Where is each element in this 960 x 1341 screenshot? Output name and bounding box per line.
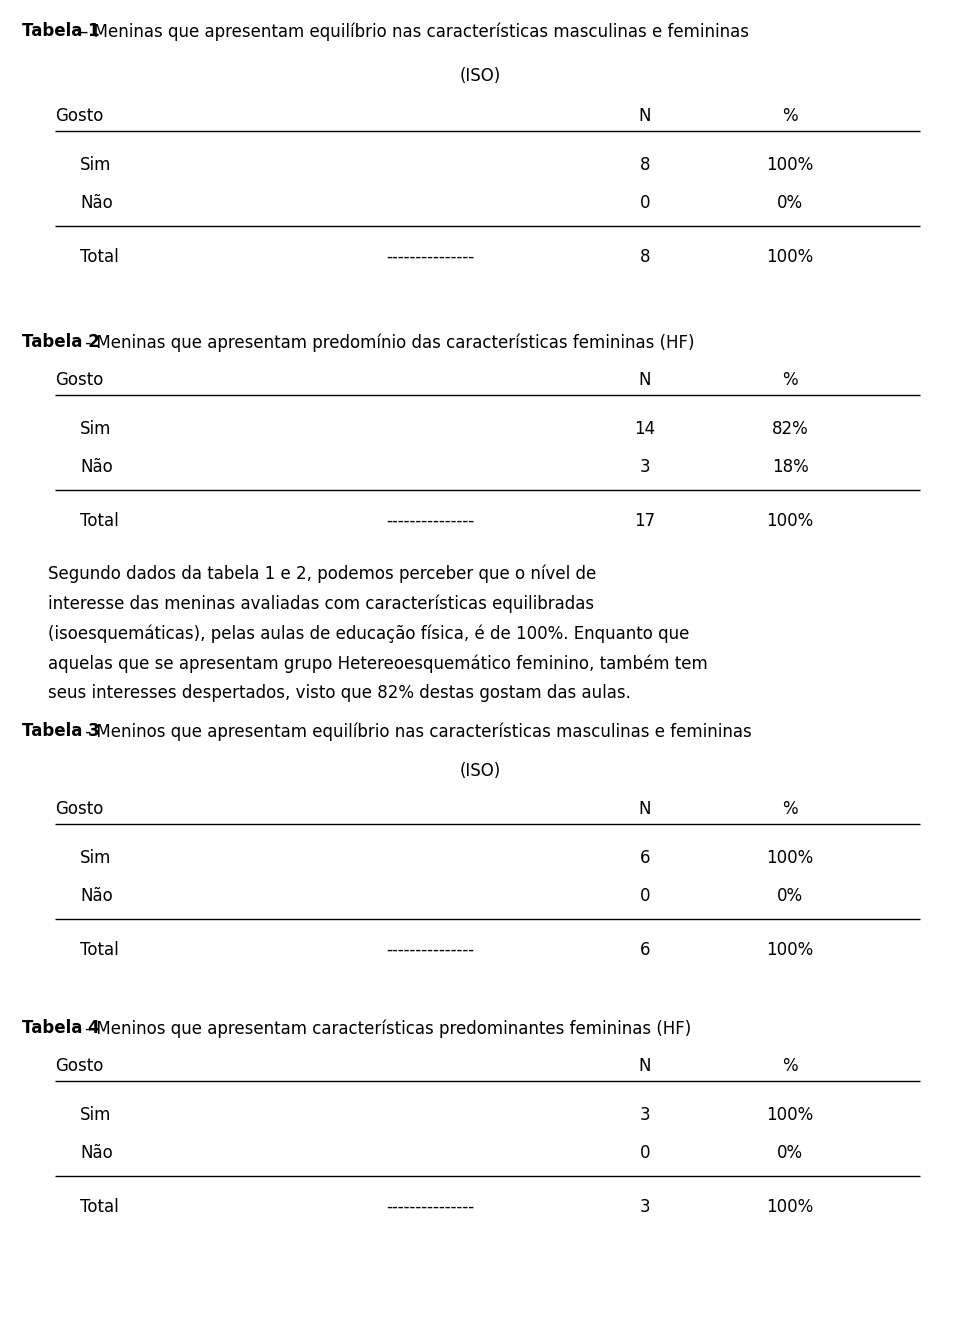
Text: Sim: Sim: [80, 420, 111, 439]
Text: 0: 0: [639, 1144, 650, 1163]
Text: - Meninos que apresentam características predominantes femininas (HF): - Meninos que apresentam características…: [80, 1019, 691, 1038]
Text: N: N: [638, 801, 651, 818]
Text: Total: Total: [80, 512, 119, 530]
Text: 8: 8: [639, 248, 650, 266]
Text: (ISO): (ISO): [460, 762, 500, 780]
Text: - Meninas que apresentam predomínio das características femininas (HF): - Meninas que apresentam predomínio das …: [80, 333, 694, 351]
Text: %: %: [782, 107, 798, 125]
Text: 17: 17: [635, 512, 656, 530]
Text: N: N: [638, 107, 651, 125]
Text: (isoesquemáticas), pelas aulas de educação física, é de 100%. Enquanto que: (isoesquemáticas), pelas aulas de educaç…: [48, 624, 689, 642]
Text: Não: Não: [80, 1144, 112, 1163]
Text: Gosto: Gosto: [55, 1057, 104, 1075]
Text: seus interesses despertados, visto que 82% destas gostam das aulas.: seus interesses despertados, visto que 8…: [48, 684, 631, 701]
Text: N: N: [638, 371, 651, 389]
Text: 100%: 100%: [766, 1198, 814, 1216]
Text: ---------------: ---------------: [386, 248, 474, 266]
Text: Total: Total: [80, 1198, 119, 1216]
Text: 82%: 82%: [772, 420, 808, 439]
Text: 0%: 0%: [777, 194, 804, 212]
Text: 18%: 18%: [772, 459, 808, 476]
Text: Sim: Sim: [80, 849, 111, 868]
Text: 100%: 100%: [766, 512, 814, 530]
Text: Gosto: Gosto: [55, 801, 104, 818]
Text: Gosto: Gosto: [55, 107, 104, 125]
Text: ---------------: ---------------: [386, 1198, 474, 1216]
Text: %: %: [782, 1057, 798, 1075]
Text: Não: Não: [80, 459, 112, 476]
Text: 3: 3: [639, 1198, 650, 1216]
Text: 100%: 100%: [766, 941, 814, 959]
Text: 0%: 0%: [777, 1144, 804, 1163]
Text: 0: 0: [639, 194, 650, 212]
Text: Não: Não: [80, 886, 112, 905]
Text: %: %: [782, 371, 798, 389]
Text: ---------------: ---------------: [386, 941, 474, 959]
Text: - Meninos que apresentam equilíbrio nas características masculinas e femininas: - Meninos que apresentam equilíbrio nas …: [80, 721, 752, 740]
Text: 100%: 100%: [766, 248, 814, 266]
Text: Tabela 1: Tabela 1: [22, 21, 100, 40]
Text: Tabela 4: Tabela 4: [22, 1019, 100, 1037]
Text: 14: 14: [635, 420, 656, 439]
Text: 100%: 100%: [766, 849, 814, 868]
Text: Total: Total: [80, 248, 119, 266]
Text: Tabela 3: Tabela 3: [22, 721, 100, 740]
Text: 6: 6: [639, 849, 650, 868]
Text: Total: Total: [80, 941, 119, 959]
Text: Segundo dados da tabela 1 e 2, podemos perceber que o nível de: Segundo dados da tabela 1 e 2, podemos p…: [48, 565, 596, 582]
Text: – Meninas que apresentam equilíbrio nas características masculinas e femininas: – Meninas que apresentam equilíbrio nas …: [80, 21, 749, 40]
Text: 3: 3: [639, 459, 650, 476]
Text: 100%: 100%: [766, 156, 814, 174]
Text: 3: 3: [639, 1106, 650, 1124]
Text: ---------------: ---------------: [386, 512, 474, 530]
Text: %: %: [782, 801, 798, 818]
Text: 100%: 100%: [766, 1106, 814, 1124]
Text: Sim: Sim: [80, 1106, 111, 1124]
Text: 0%: 0%: [777, 886, 804, 905]
Text: 0: 0: [639, 886, 650, 905]
Text: (ISO): (ISO): [460, 67, 500, 84]
Text: interesse das meninas avaliadas com características equilibradas: interesse das meninas avaliadas com cara…: [48, 594, 594, 613]
Text: Sim: Sim: [80, 156, 111, 174]
Text: N: N: [638, 1057, 651, 1075]
Text: Não: Não: [80, 194, 112, 212]
Text: aquelas que se apresentam grupo Hetereoesquemático feminino, também tem: aquelas que se apresentam grupo Hetereoe…: [48, 654, 708, 672]
Text: Tabela 2: Tabela 2: [22, 333, 100, 351]
Text: 8: 8: [639, 156, 650, 174]
Text: 6: 6: [639, 941, 650, 959]
Text: Gosto: Gosto: [55, 371, 104, 389]
